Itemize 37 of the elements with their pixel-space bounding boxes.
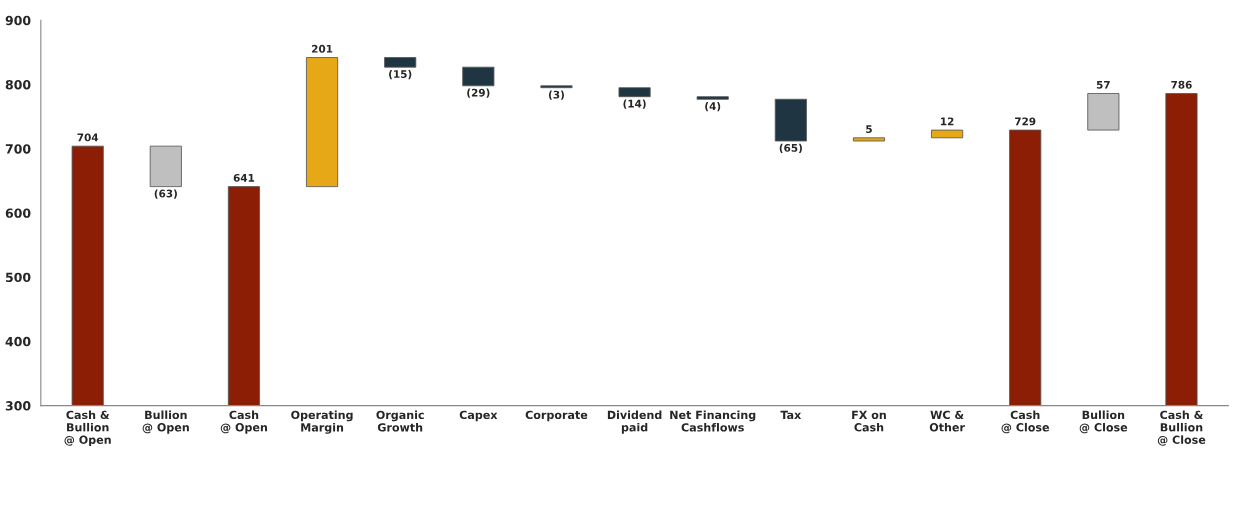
- data-label: 786: [1171, 80, 1192, 89]
- data-label: (3): [548, 90, 564, 100]
- x-tick-label: WC & Other: [929, 410, 965, 432]
- y-tick-label: 300: [5, 401, 31, 411]
- data-label: (65): [779, 143, 802, 154]
- data-label: 12: [941, 117, 954, 126]
- x-tick-label: Cash & Bullion @ Close: [1157, 410, 1206, 446]
- y-tick-label: 400: [5, 336, 31, 347]
- y-tick-label: 500: [5, 272, 31, 283]
- x-tick-label: Tax: [780, 410, 802, 420]
- data-label: (4): [705, 102, 721, 112]
- x-tick-label: Operating Margin: [291, 410, 353, 434]
- y-tick-label: 900: [5, 15, 31, 26]
- data-label: 57: [1096, 80, 1110, 89]
- x-tick-label: Cash & Bullion @ Open: [64, 410, 111, 447]
- data-label: (29): [467, 88, 490, 98]
- x-tick-label: Cash @ Open: [220, 410, 267, 434]
- data-label: (14): [623, 99, 646, 109]
- data-label: 704: [77, 133, 99, 142]
- y-tick-label: 600: [5, 208, 31, 218]
- data-label: (15): [389, 69, 412, 80]
- x-tick-label: Dividend paid: [607, 410, 662, 434]
- data-label: 201: [312, 44, 333, 53]
- x-tick-label: Bullion @ Open: [142, 410, 189, 434]
- x-tick-label: FX on Cash: [852, 410, 886, 432]
- data-label: (63): [154, 189, 177, 199]
- data-label: 5: [866, 125, 872, 134]
- x-tick-label: Bullion @ Close: [1079, 410, 1128, 434]
- data-label: 729: [1015, 117, 1036, 126]
- x-tick-label: Net Financing Cashflows: [670, 410, 756, 432]
- x-tick-label: Capex: [459, 410, 498, 422]
- x-tick-label: Organic Growth: [376, 410, 424, 432]
- y-tick-label: 700: [5, 144, 31, 154]
- data-label: 641: [233, 173, 255, 182]
- y-tick-label: 800: [5, 79, 31, 90]
- x-tick-label: Cash @ Close: [1001, 410, 1050, 434]
- x-tick-label: Corporate: [525, 410, 588, 422]
